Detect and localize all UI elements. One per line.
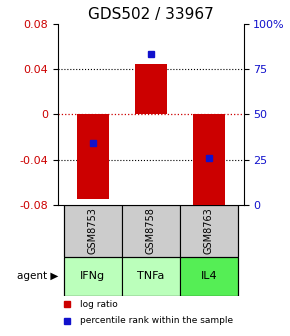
- Bar: [77, 114, 109, 199]
- Text: log ratio: log ratio: [80, 299, 118, 308]
- Bar: [122, 205, 180, 257]
- Text: GSM8753: GSM8753: [88, 207, 98, 254]
- Text: IL4: IL4: [200, 271, 217, 281]
- Bar: [193, 114, 225, 211]
- Text: IFNg: IFNg: [80, 271, 105, 281]
- Text: GSM8763: GSM8763: [204, 207, 214, 254]
- Text: TNFa: TNFa: [137, 271, 164, 281]
- Bar: [135, 64, 167, 114]
- Bar: [180, 205, 238, 257]
- Bar: [180, 257, 238, 296]
- Text: agent ▶: agent ▶: [17, 271, 58, 281]
- Bar: [64, 205, 122, 257]
- Bar: [122, 257, 180, 296]
- Text: percentile rank within the sample: percentile rank within the sample: [80, 317, 233, 325]
- Title: GDS502 / 33967: GDS502 / 33967: [88, 7, 214, 23]
- Bar: [64, 257, 122, 296]
- Text: GSM8758: GSM8758: [146, 207, 156, 254]
